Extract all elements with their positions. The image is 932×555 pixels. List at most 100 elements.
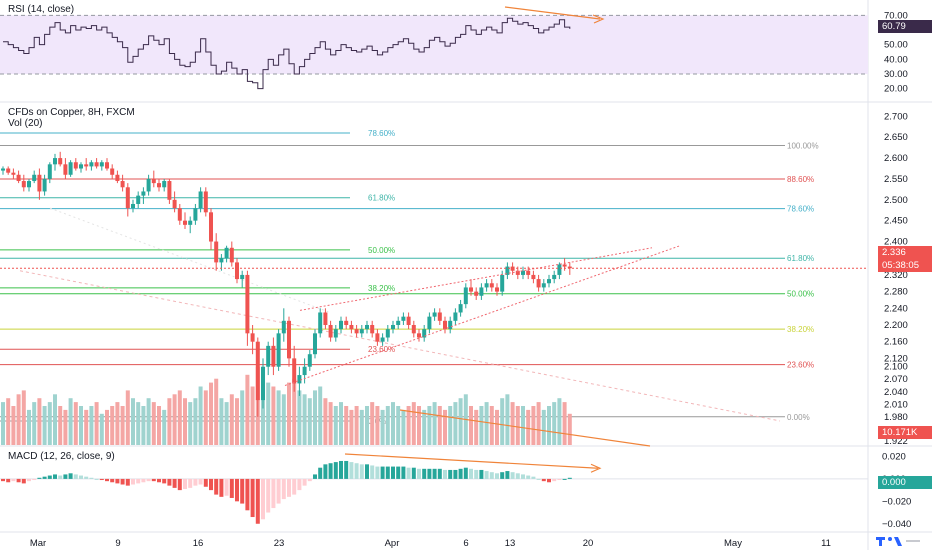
price-tick-label: 2.650 (884, 132, 908, 143)
macd-histogram-bar (79, 475, 83, 479)
candle-body (94, 162, 99, 167)
fib-label-left: 78.60% (368, 129, 395, 138)
volume-bar (120, 406, 125, 445)
macd-histogram-bar (437, 468, 442, 479)
candle-body (370, 324, 375, 334)
volume-bar (240, 390, 245, 445)
candle-body (328, 324, 333, 338)
last-price-tag: 2.336 (878, 246, 932, 259)
price-tick-label: 2.240 (884, 303, 908, 314)
fib-label-right: 38.20% (787, 325, 814, 334)
candle-body (193, 208, 198, 221)
volume-bar (448, 406, 453, 445)
candle-body (385, 329, 390, 338)
macd-histogram-bar (463, 467, 468, 479)
macd-histogram-bar (63, 474, 68, 479)
macd-title: MACD (12, 26, close, 9) (8, 451, 115, 462)
macd-histogram-bar (6, 478, 11, 483)
macd-histogram-bar (281, 478, 286, 500)
volume-bar (63, 409, 68, 445)
candle-body (42, 178, 47, 192)
candle-body (359, 329, 364, 334)
candle-body (437, 312, 442, 321)
candle-body (531, 274, 536, 280)
volume-bar (151, 402, 156, 445)
candle-body (417, 333, 421, 338)
fib-label-left: 38.20% (368, 284, 395, 293)
candle-body (505, 266, 510, 275)
candle-body (105, 162, 109, 169)
candle-body (401, 316, 406, 321)
macd-histogram-bar (427, 468, 432, 479)
candle-body (411, 324, 416, 334)
candle-body (396, 320, 401, 325)
volume-bar (552, 402, 557, 445)
candle-body (63, 164, 68, 175)
macd-histogram-bar (42, 476, 47, 479)
candle-body (157, 183, 161, 188)
candle-body (469, 287, 473, 292)
candle-body (406, 316, 411, 325)
volume-bar (391, 402, 395, 445)
volume-bar (318, 386, 323, 445)
price-title: CFDs on Copper, 8H, FXCM (8, 107, 135, 118)
macd-histogram-bar (53, 474, 57, 479)
volume-bar (136, 402, 141, 445)
candle-body (183, 220, 187, 225)
price-tick-label: 2.040 (884, 387, 908, 398)
macd-histogram-bar (37, 477, 42, 479)
price-tick-label: 2.200 (884, 320, 908, 331)
macd-histogram-bar (510, 472, 515, 479)
volume-bar (333, 406, 338, 445)
rsi-band (0, 15, 868, 75)
volume-bar (16, 394, 21, 445)
macd-histogram-bar (370, 465, 375, 479)
volume-bar (42, 406, 47, 445)
price-tick-label: 2.100 (884, 362, 908, 373)
candle-body (271, 345, 276, 367)
macd-histogram-bar (11, 478, 16, 482)
price-tick-label: 2.550 (884, 174, 908, 185)
price-tick-label: 2.280 (884, 287, 908, 298)
volume-bar (541, 409, 546, 445)
candle-body (84, 164, 89, 167)
x-axis-label: 23 (274, 538, 285, 549)
candle-body (214, 241, 219, 263)
macd-histogram-bar (562, 478, 567, 480)
volume-bar (224, 402, 229, 445)
macd-histogram-bar (359, 464, 364, 479)
x-axis-label: 13 (505, 538, 516, 549)
candle-body (443, 320, 447, 330)
candle-body (349, 324, 354, 330)
volume-last-tag: 10.171K (878, 426, 932, 439)
macd-histogram-bar (21, 478, 26, 484)
volume-bar (365, 406, 369, 445)
price-tick-label: 2.400 (884, 237, 908, 248)
macd-histogram-bar (203, 478, 208, 487)
macd-histogram-bar (313, 474, 317, 479)
candle-body (255, 341, 260, 401)
candle-body (313, 333, 317, 355)
candle-body (146, 178, 151, 192)
macd-histogram-bar (271, 478, 276, 509)
volume-bar (370, 402, 375, 445)
volume-bar (443, 409, 447, 445)
macd-histogram-bar (411, 467, 416, 479)
volume-bar (219, 398, 224, 445)
volume-bar (323, 398, 328, 445)
volume-bar (6, 398, 11, 445)
candle-body (307, 354, 312, 367)
macd-histogram-bar (489, 472, 494, 479)
macd-histogram-bar (188, 478, 193, 488)
fib-label-right: 23.60% (787, 361, 814, 370)
volume-bar (547, 406, 551, 445)
price-tick-label: 2.700 (884, 111, 908, 122)
macd-histogram-bar (323, 464, 328, 479)
candle-body (6, 168, 11, 173)
volume-bar (146, 398, 151, 445)
macd-histogram-bar (292, 478, 297, 495)
volume-bar (157, 406, 161, 445)
candle-body (521, 270, 525, 275)
volume-bar (89, 406, 94, 445)
